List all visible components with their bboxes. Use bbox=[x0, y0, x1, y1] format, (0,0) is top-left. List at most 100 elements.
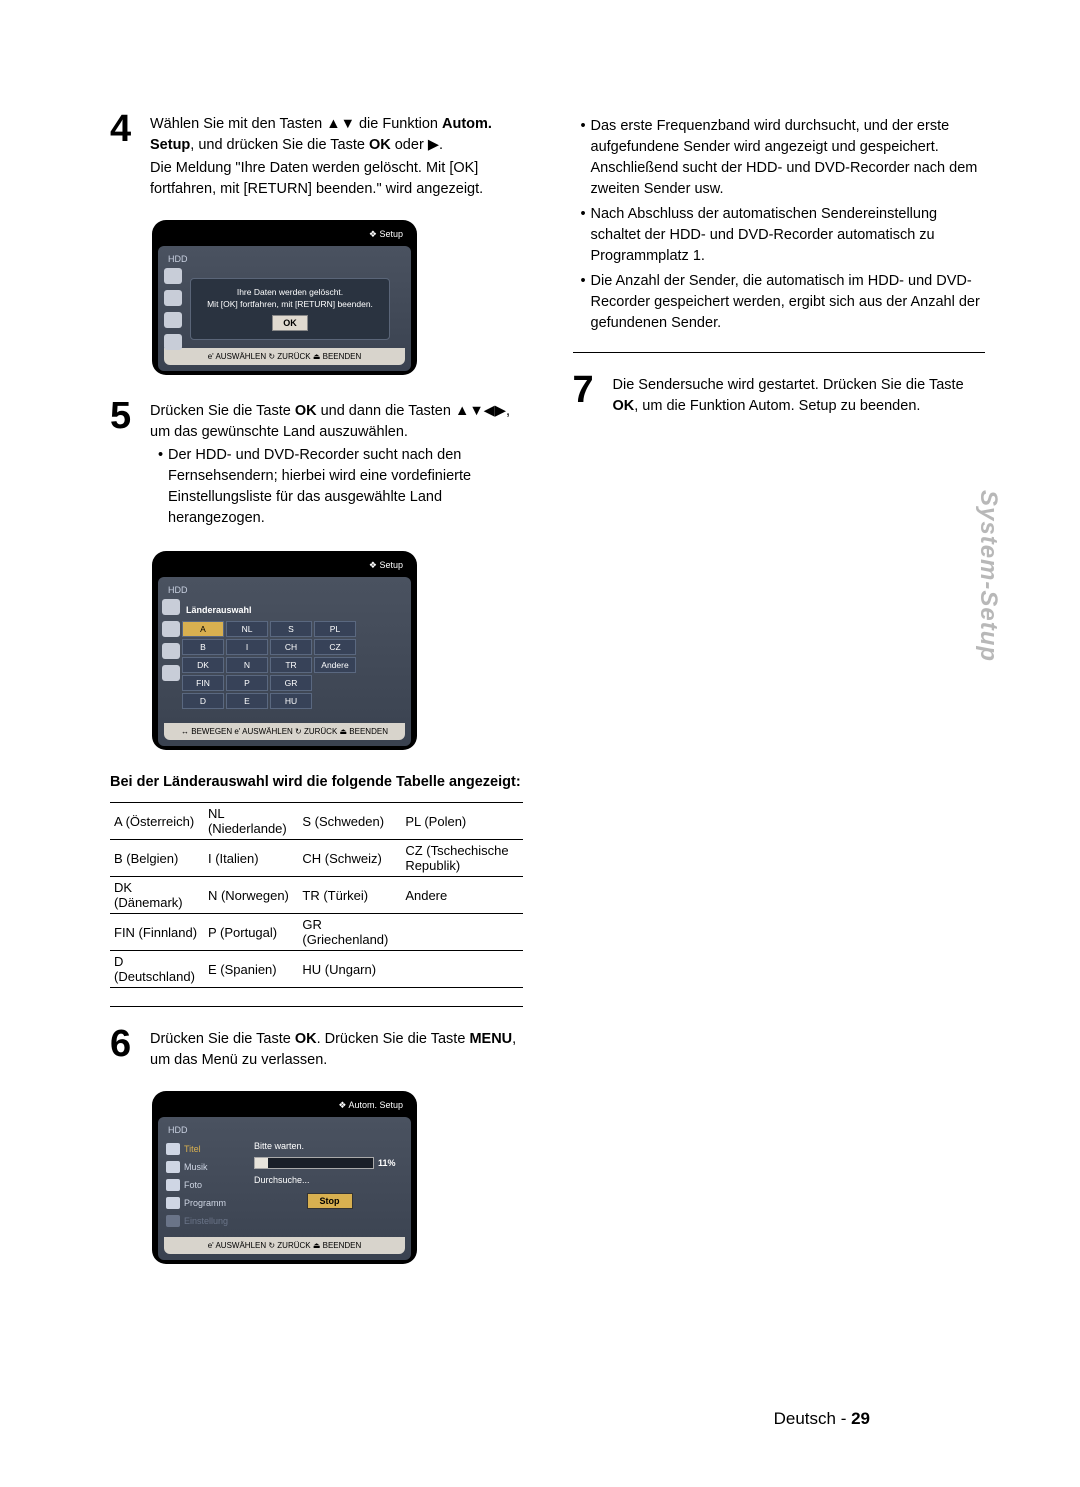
bullet: Der HDD- und DVD-Recorder sucht nach den… bbox=[158, 445, 523, 529]
country-cell[interactable]: I bbox=[226, 639, 268, 655]
country-cell[interactable]: CH bbox=[270, 639, 312, 655]
ok-label: OK bbox=[295, 403, 317, 419]
osd-footer: e' AUSWÄHLEN ↻ ZURÜCK ⏏ BEENDEN bbox=[164, 348, 405, 365]
menu-label: Musik bbox=[184, 1162, 208, 1172]
table-cell: E (Spanien) bbox=[204, 951, 298, 988]
country-cell[interactable]: HU bbox=[270, 693, 312, 709]
step-number: 5 bbox=[110, 397, 140, 533]
confirm-dialog: Ihre Daten werden gelöscht. Mit [OK] for… bbox=[190, 278, 390, 340]
osd-dialog-screenshot: Setup HDD Ihre Daten werden gelöscht. Mi… bbox=[152, 220, 417, 375]
step-number: 6 bbox=[110, 1025, 140, 1073]
step-6: 6 Drücken Sie die Taste OK. Drücken Sie … bbox=[110, 1025, 523, 1073]
side-tab: System-Setup bbox=[974, 490, 1002, 662]
country-cell[interactable]: B bbox=[182, 639, 224, 655]
table-cell: NL (Niederlande) bbox=[204, 803, 298, 840]
menu-icon bbox=[166, 1179, 180, 1191]
up-down-arrows: ▲▼ bbox=[326, 116, 355, 132]
country-cell[interactable]: NL bbox=[226, 621, 268, 637]
stop-button[interactable]: Stop bbox=[307, 1193, 353, 1209]
menu-item[interactable]: Programm bbox=[164, 1195, 244, 1211]
menu-item[interactable]: Titel bbox=[164, 1141, 244, 1157]
step-number: 4 bbox=[110, 110, 140, 202]
country-cell[interactable]: D bbox=[182, 693, 224, 709]
right-arrow: ▶ bbox=[428, 137, 439, 153]
osd-footer: ↔ BEWEGEN e' AUSWÄHLEN ↻ ZURÜCK ⏏ BEENDE… bbox=[164, 723, 405, 740]
country-cell[interactable]: N bbox=[226, 657, 268, 673]
table-cell: I (Italien) bbox=[204, 840, 298, 877]
step-7: 7 Die Sendersuche wird gestartet. Drücke… bbox=[573, 371, 986, 419]
osd-title: Autom. Setup bbox=[158, 1097, 411, 1117]
ok-label: OK bbox=[613, 398, 635, 414]
step-body: Drücken Sie die Taste OK. Drücken Sie di… bbox=[150, 1025, 523, 1073]
country-cell[interactable]: A bbox=[182, 621, 224, 637]
country-cell[interactable]: S bbox=[270, 621, 312, 637]
text: Die Meldung "Ihre Daten werden gelöscht.… bbox=[150, 158, 523, 200]
search-text: Durchsuche... bbox=[254, 1175, 405, 1185]
table-cell: TR (Türkei) bbox=[298, 877, 401, 914]
country-cell[interactable]: P bbox=[226, 675, 268, 691]
country-grid: ANLSPL BICHCZ DKNTRAndere FINPGR DEHU bbox=[182, 619, 405, 715]
country-cell[interactable]: CZ bbox=[314, 639, 356, 655]
table-cell: DK (Dänemark) bbox=[110, 877, 204, 914]
left-column: 4 Wählen Sie mit den Tasten ▲▼ die Funkt… bbox=[110, 110, 523, 1286]
osd-footer: e' AUSWÄHLEN ↻ ZURÜCK ⏏ BEENDEN bbox=[164, 1237, 405, 1254]
text: und dann die Tasten bbox=[317, 403, 455, 419]
country-cell[interactable]: GR bbox=[270, 675, 312, 691]
table-cell: CZ (Tschechische Republik) bbox=[401, 840, 522, 877]
page-footer: Deutsch - 29 bbox=[774, 1409, 870, 1429]
text: Wählen Sie mit den Tasten bbox=[150, 116, 326, 132]
menu-label: MENU bbox=[469, 1031, 512, 1047]
country-cell[interactable]: E bbox=[226, 693, 268, 709]
text: oder bbox=[391, 137, 428, 153]
osd-autosetup-screenshot: Autom. Setup HDD Titel Musik Foto Programm E… bbox=[152, 1091, 417, 1264]
sidebar-icon bbox=[164, 312, 182, 328]
country-cell[interactable]: TR bbox=[270, 657, 312, 673]
footer-lang: Deutsch bbox=[774, 1409, 836, 1428]
text: die Funktion bbox=[355, 116, 442, 132]
osd-title: Setup bbox=[158, 557, 411, 577]
step-body: Die Sendersuche wird gestartet. Drücken … bbox=[613, 371, 986, 419]
country-cell[interactable]: DK bbox=[182, 657, 224, 673]
table-cell: A (Österreich) bbox=[110, 803, 204, 840]
text: . bbox=[439, 137, 443, 153]
dialog-msg1: Ihre Daten werden gelöscht. bbox=[197, 287, 383, 297]
table-cell: FIN (Finnland) bbox=[110, 914, 204, 951]
ok-label: OK bbox=[369, 137, 391, 153]
text: . Drücken Sie die Taste bbox=[317, 1031, 470, 1047]
progress-percent: 11% bbox=[378, 1158, 396, 1168]
osd-title: Setup bbox=[158, 226, 411, 246]
text: Drücken Sie die Taste bbox=[150, 1031, 295, 1047]
table-cell: HU (Ungarn) bbox=[298, 951, 401, 988]
menu-label: Einstellung bbox=[184, 1216, 228, 1226]
ok-button[interactable]: OK bbox=[272, 315, 308, 331]
step-number: 7 bbox=[573, 371, 603, 419]
hdd-label: HDD bbox=[164, 1123, 405, 1141]
menu-item[interactable]: Einstellung bbox=[164, 1213, 244, 1229]
step-5: 5 Drücken Sie die Taste OK und dann die … bbox=[110, 397, 523, 533]
right-bullets: Das erste Frequenzband wird durchsucht, … bbox=[573, 116, 986, 334]
arrow-keys: ▲▼◀▶ bbox=[455, 403, 506, 419]
menu-item[interactable]: Foto bbox=[164, 1177, 244, 1193]
country-cell[interactable]: Andere bbox=[314, 657, 356, 673]
ok-label: OK bbox=[295, 1031, 317, 1047]
sidebar-icon bbox=[162, 643, 180, 659]
text: , und drücken Sie die Taste bbox=[190, 137, 369, 153]
dialog-msg2: Mit [OK] fortfahren, mit [RETURN] beende… bbox=[197, 299, 383, 309]
country-cell[interactable]: FIN bbox=[182, 675, 224, 691]
hdd-label: HDD bbox=[164, 252, 405, 270]
table-cell: P (Portugal) bbox=[204, 914, 298, 951]
menu-icon bbox=[166, 1161, 180, 1173]
table-cell: N (Norwegen) bbox=[204, 877, 298, 914]
country-cell[interactable]: PL bbox=[314, 621, 356, 637]
menu-item[interactable]: Musik bbox=[164, 1159, 244, 1175]
text: Drücken Sie die Taste bbox=[150, 403, 295, 419]
table-cell: PL (Polen) bbox=[401, 803, 522, 840]
step-4: 4 Wählen Sie mit den Tasten ▲▼ die Funkt… bbox=[110, 110, 523, 202]
menu-icon bbox=[166, 1197, 180, 1209]
table-cell bbox=[401, 951, 522, 988]
sidebar-icon bbox=[162, 599, 180, 615]
menu-label: Foto bbox=[184, 1180, 202, 1190]
text: Die Sendersuche wird gestartet. Drücken … bbox=[613, 377, 964, 393]
table-cell: Andere bbox=[401, 877, 522, 914]
table-cell: S (Schweden) bbox=[298, 803, 401, 840]
